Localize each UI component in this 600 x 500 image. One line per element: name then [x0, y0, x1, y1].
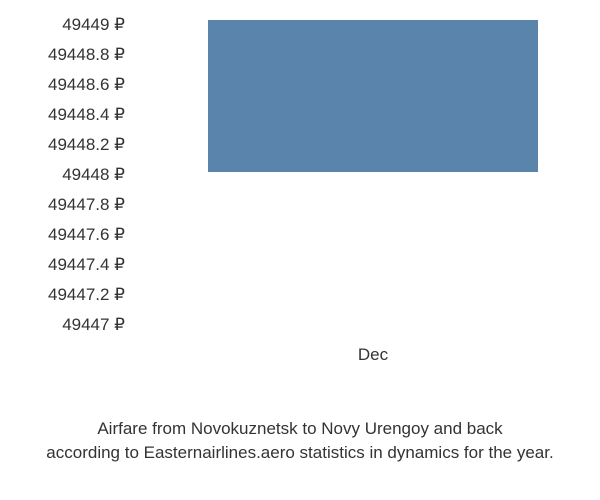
chart-caption: Airfare from Novokuznetsk to Novy Urengo…	[0, 417, 600, 465]
y-tick-label: 49447 ₽	[0, 310, 140, 340]
y-tick-label: 49448.8 ₽	[0, 40, 140, 70]
y-tick-label: 49449 ₽	[0, 10, 140, 40]
y-tick-label: 49448.2 ₽	[0, 130, 140, 160]
caption-line1: Airfare from Novokuznetsk to Novy Urengo…	[97, 419, 502, 438]
y-tick-label: 49447.6 ₽	[0, 220, 140, 250]
y-tick-label: 49448 ₽	[0, 160, 140, 190]
bar-dec	[208, 20, 538, 172]
x-tick-label: Dec	[353, 345, 393, 365]
y-tick-label: 49447.2 ₽	[0, 280, 140, 310]
y-tick-label: 49448.4 ₽	[0, 100, 140, 130]
caption-line2: according to Easternairlines.aero statis…	[46, 443, 553, 462]
y-tick-label: 49447.8 ₽	[0, 190, 140, 220]
chart-container: 49449 ₽ 49448.8 ₽ 49448.6 ₽ 49448.4 ₽ 49…	[0, 0, 600, 500]
y-tick-label: 49447.4 ₽	[0, 250, 140, 280]
plot-area: Dec	[145, 10, 575, 340]
y-tick-label: 49448.6 ₽	[0, 70, 140, 100]
y-axis: 49449 ₽ 49448.8 ₽ 49448.6 ₽ 49448.4 ₽ 49…	[0, 10, 140, 340]
